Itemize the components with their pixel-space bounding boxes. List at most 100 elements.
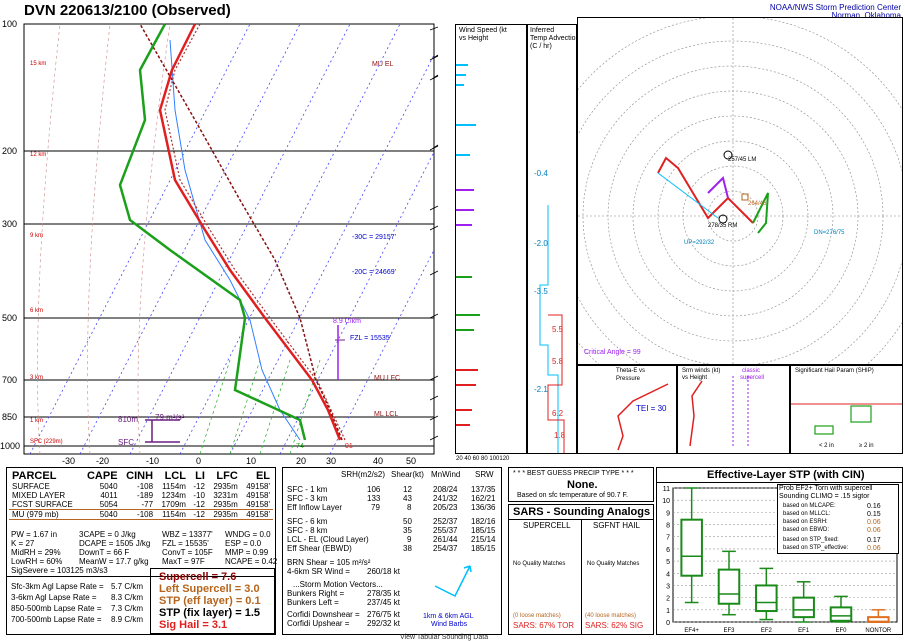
- parcel-panel: PARCEL CAPE CINH LCL LI LFC EL SURFACE 5…: [6, 467, 277, 635]
- parcel-li: -12: [193, 500, 205, 509]
- stp-row-value-2: 0.15: [867, 511, 881, 518]
- kin-header-mnwind: MnWind: [431, 470, 461, 479]
- parcel-lcl: 1234m: [161, 491, 186, 500]
- sars-col1: SUPERCELL: [523, 521, 571, 530]
- stp-category-label: NONTOR: [865, 628, 892, 634]
- kin-row-shear: 12: [403, 485, 412, 494]
- left-supercell-value: Left Supercell = 3.0: [159, 583, 260, 595]
- parcel-table: PARCEL CAPE CINH LCL LI LFC EL SURFACE 5…: [9, 470, 273, 520]
- supercell-value: Supercell = 7.6: [159, 571, 237, 583]
- lapse-label-1: Sfc-3km Agl Lapse Rate =: [11, 582, 104, 591]
- hodo-shear-vector: [657, 172, 719, 219]
- adv-value-6: -2.1: [534, 385, 548, 394]
- stp-row-label-4: based on EBWD:: [783, 527, 830, 533]
- pressure-label-1000: 1000: [0, 441, 21, 451]
- adv-title1: Inferred: [530, 27, 555, 34]
- kin-row-srw: 185/15: [471, 544, 496, 553]
- fzl-label: FZL = 15535': [350, 335, 391, 342]
- parcel-lfc: 2935m: [213, 482, 238, 491]
- theta-title2: Pressure: [616, 376, 641, 382]
- index-wndg: WNDG = 0.0: [225, 530, 271, 539]
- motion-value-1: 278/35 kt: [367, 589, 400, 598]
- wind-panel-scale: 20 40 60 80 100120: [456, 456, 510, 462]
- stp-y-tick: 10: [662, 498, 670, 505]
- table-row: SURFACE 5040 -108 1154m -12 2935m 49158': [9, 482, 273, 491]
- temperature-trace: [158, 23, 342, 441]
- parcel-header-el: EL: [255, 470, 270, 482]
- hodo-up-label: UP=292/32: [684, 240, 715, 246]
- kin-row-shear: 38: [403, 544, 412, 553]
- tei-label: TEI = 30: [636, 404, 667, 413]
- index-mmp: MMP = 0.99: [225, 548, 269, 557]
- temp-tick-m30: -30: [62, 456, 76, 466]
- temp-tick-30: 30: [326, 456, 337, 466]
- hodograph-panel: 257/45 LM 278/35 RM UP=292/32 DN=276/75 …: [577, 17, 903, 365]
- ship-panel: Significant Hail Param (SHIP) < 2 in ≥ 2…: [790, 365, 903, 454]
- index-dcape: DCAPE = 1505 J/kg: [79, 539, 151, 548]
- stp-title: Effective-Layer STP (with CIN): [707, 469, 865, 481]
- precip-value: None.: [567, 479, 598, 491]
- adv-value-7: 6.2: [552, 409, 564, 418]
- kin-row-label: SFC - 8 km: [287, 526, 328, 535]
- kin-row-srh: 79: [371, 503, 380, 512]
- wind-panel-title2: vs Height: [459, 35, 489, 42]
- stp-y-tick: 7: [666, 535, 670, 542]
- kin-row-mnwind: 261/44: [433, 535, 458, 544]
- index-downt: DownT = 66 F: [79, 548, 130, 557]
- stp-y-tick: 5: [666, 559, 670, 566]
- index-fzl: FZL = 15535': [162, 539, 209, 548]
- adv-value-3: -3.5: [534, 287, 548, 296]
- minus20-label: -20C = 24669': [352, 269, 396, 276]
- parcel-lfc: 2935m: [207, 509, 241, 520]
- hodo-dn-label: DN=276/75: [814, 230, 845, 236]
- parcel-header-li: LI: [195, 470, 205, 482]
- wind-speed-bars: [456, 64, 480, 426]
- motion-label-3: Corfidi Downshear =: [287, 610, 360, 619]
- stp-box: [829, 606, 853, 622]
- ship-box-large: [850, 405, 872, 423]
- height-label-15km: 15 km: [30, 61, 47, 67]
- parcel-li: -12: [188, 509, 208, 520]
- temp-tick-0: 0: [196, 456, 202, 466]
- hodo-lm-marker: [723, 150, 733, 160]
- temp-tick-m20: -20: [96, 456, 110, 466]
- lapse-value-4: 8.9 C/km: [111, 615, 144, 624]
- wind-speed-panel: Wind Speed (kt vs Height: [455, 24, 527, 454]
- kin-row-label: LCL - EL (Cloud Layer): [287, 535, 369, 544]
- motion-label-2: Bunkers Left =: [287, 598, 339, 607]
- kin-row-shear: 43: [403, 494, 412, 503]
- ship-box-small: [814, 425, 834, 435]
- adv-value-4: 5.5: [552, 325, 564, 334]
- pressure-label-700: 700: [2, 375, 18, 385]
- kin-row-label: SFC - 1 km: [287, 485, 328, 494]
- height-label-12km: 12 km: [30, 152, 47, 158]
- ship-title: Significant Hail Param (SHIP): [795, 368, 874, 374]
- index-maxt: MaxT = 97F: [162, 557, 205, 566]
- index-midrh: MidRH = 29%: [11, 548, 61, 557]
- temp-tick-50: 50: [406, 456, 417, 466]
- kin-row-mnwind: 252/37: [433, 517, 458, 526]
- parcel-el: 49158': [240, 509, 273, 520]
- index-k: K = 27: [11, 539, 35, 548]
- stp-fix-value: STP (fix layer) = 1.5: [159, 607, 260, 619]
- parcel-li: -12: [193, 482, 205, 491]
- adv-bars: [539, 205, 559, 453]
- adv-value-8: 1.8: [554, 431, 566, 440]
- stp-y-tick: 4: [666, 571, 670, 578]
- tabular-link[interactable]: View Tabular Sounding Data: [400, 634, 489, 641]
- temp-adv-panel: Inferred Temp Advection (C / hr) -0.4 -2…: [527, 24, 579, 454]
- stp-panel: Effective-Layer STP (with CIN) 11 10 9 8 7 6 5…: [656, 467, 903, 635]
- kin-row-mnwind: 208/24: [433, 485, 458, 494]
- kin-row-label: Eff Shear (EBWD): [287, 544, 352, 553]
- srh-label: 79 m²/s²: [155, 413, 185, 422]
- kin-header-shear: Shear(kt): [391, 470, 424, 479]
- stp-category-label: EF0: [835, 628, 847, 634]
- index-lowrh: LowRH = 60%: [11, 557, 63, 566]
- stp-row-value-3: 0.06: [867, 519, 881, 526]
- vtemp-trace: [164, 23, 346, 441]
- kin-row-srw: 136/36: [471, 503, 496, 512]
- hodo-trace-green: [752, 192, 769, 234]
- index-esp: ESP = 0.0: [225, 539, 262, 548]
- stp-y-tick: 8: [666, 523, 670, 530]
- skewt-panel: [23, 23, 439, 455]
